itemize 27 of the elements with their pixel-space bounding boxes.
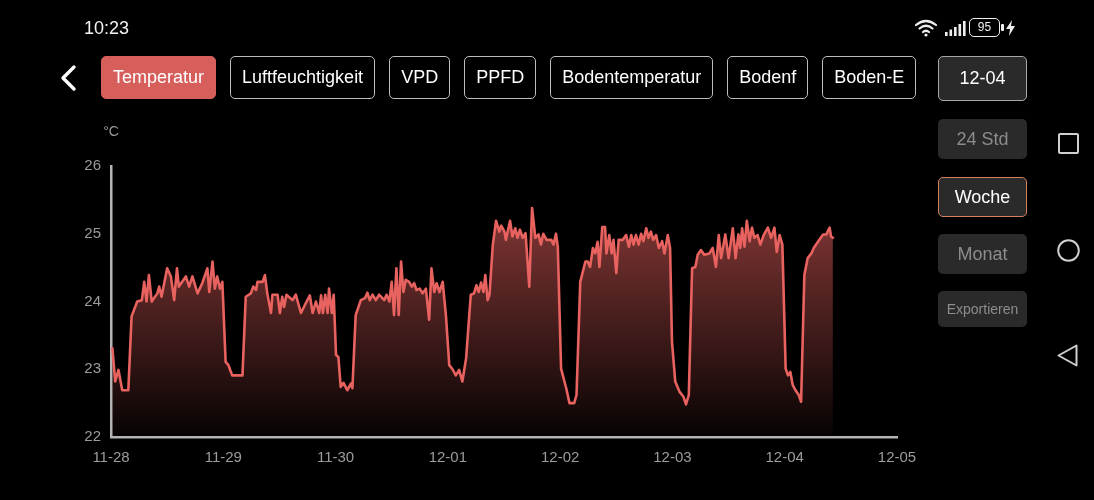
text: Bodentemperatur xyxy=(562,67,702,88)
text: Exportieren xyxy=(946,299,1019,319)
text: VPD xyxy=(401,67,439,88)
text: Woche xyxy=(954,186,1011,208)
x-tick-label: 12-04 xyxy=(765,448,804,466)
x-tick-label: 12-03 xyxy=(653,448,692,466)
y-tick-label: 22 xyxy=(84,427,101,445)
y-tick-label: 24 xyxy=(84,291,101,309)
x-tick-label: 12-05 xyxy=(877,448,917,466)
text: 24 Std xyxy=(956,128,1009,150)
x-tick-label: 12-01 xyxy=(428,448,468,466)
text: Bodenf xyxy=(739,67,797,88)
x-tick-label: 11-28 xyxy=(92,448,130,466)
text: 10:23 xyxy=(84,17,130,39)
x-tick-label: 11-30 xyxy=(316,448,355,466)
y-axis-title: °C xyxy=(103,122,119,139)
y-tick-label: 23 xyxy=(84,359,101,377)
text: Monat xyxy=(957,243,1008,265)
x-tick-label: 12-02 xyxy=(540,448,580,466)
y-tick-label: 25 xyxy=(84,223,101,241)
text: PPFD xyxy=(476,67,525,88)
text: Luftfeuchtigkeit xyxy=(242,67,364,88)
text: Boden-E xyxy=(834,67,905,88)
text: Temperatur xyxy=(113,67,205,88)
text: 12-04 xyxy=(959,68,1006,89)
x-tick-label: 11-29 xyxy=(204,448,242,466)
y-tick-label: 26 xyxy=(84,156,101,174)
